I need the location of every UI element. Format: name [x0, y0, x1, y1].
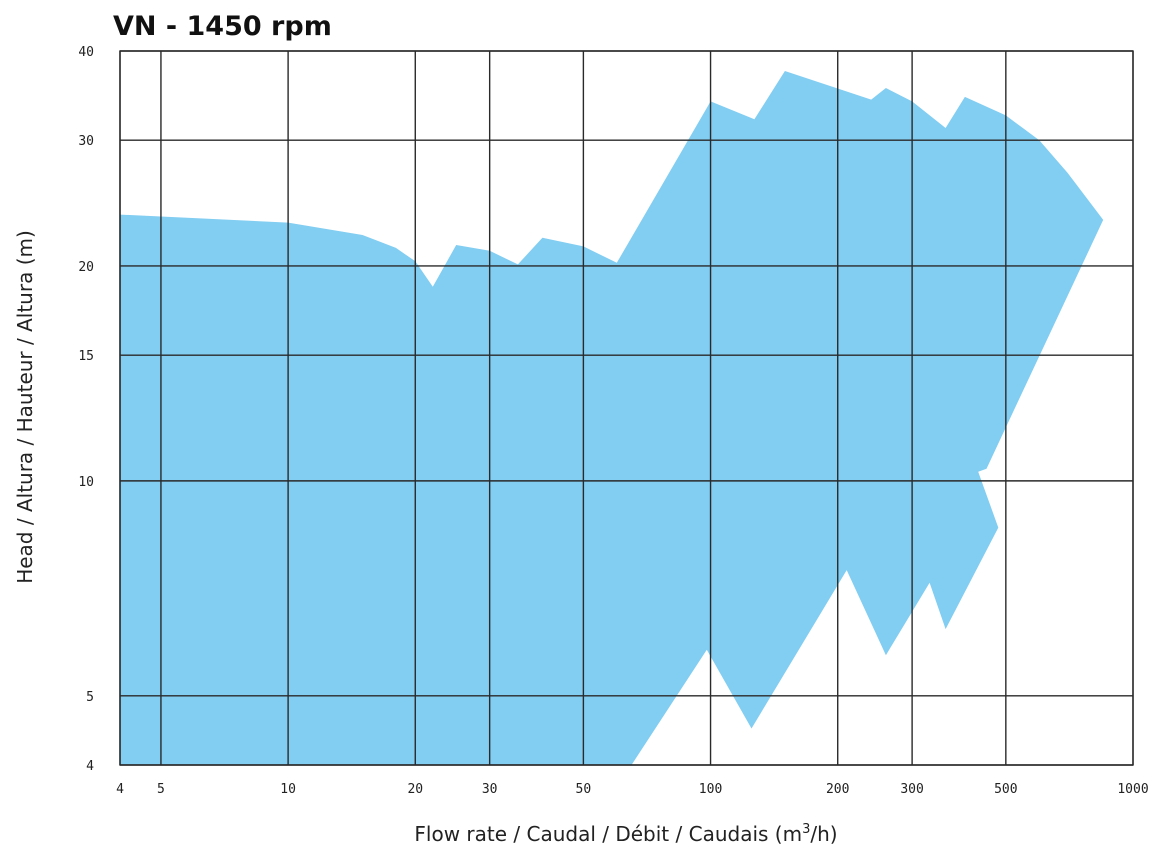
y-axis-label: Head / Altura / Hauteur / Altura (m)	[13, 230, 37, 584]
operating-range-area	[120, 71, 1104, 765]
x-axis-label-main: Flow rate / Caudal / Débit / Caudais (m	[414, 822, 802, 846]
y-tick-label: 20	[78, 260, 94, 275]
x-tick-label: 1000	[1117, 782, 1148, 797]
x-tick-label: 100	[699, 782, 722, 797]
y-tick-label: 30	[78, 134, 94, 149]
x-axis-label-superscript: 3	[802, 822, 810, 837]
y-tick-label: 4	[86, 759, 94, 774]
grid	[119, 50, 1134, 766]
x-axis-label-end: /h)	[810, 822, 837, 846]
x-tick-label: 10	[280, 782, 296, 797]
y-axis-ticks: 4 5 10 15 20 30 40	[78, 45, 94, 774]
x-tick-label: 20	[407, 782, 423, 797]
y-tick-label: 5	[86, 690, 94, 705]
operating-range-layer	[120, 71, 1104, 765]
x-tick-label: 300	[900, 782, 923, 797]
y-tick-label: 15	[78, 349, 94, 364]
x-tick-label: 200	[826, 782, 849, 797]
x-tick-label: 5	[157, 782, 165, 797]
x-tick-label: 500	[994, 782, 1017, 797]
y-tick-label: 10	[78, 475, 94, 490]
y-tick-label: 40	[78, 45, 94, 60]
x-tick-label: 50	[576, 782, 592, 797]
x-axis-label: Flow rate / Caudal / Débit / Caudais (m3…	[414, 822, 837, 846]
chart-title: VN - 1450 rpm	[113, 11, 332, 42]
x-axis-ticks: 4 5 10 20 30 50 100 200 300 500 1000	[116, 782, 1149, 797]
x-tick-label: 4	[116, 782, 124, 797]
plot-frame	[119, 50, 1134, 766]
x-tick-label: 30	[482, 782, 498, 797]
